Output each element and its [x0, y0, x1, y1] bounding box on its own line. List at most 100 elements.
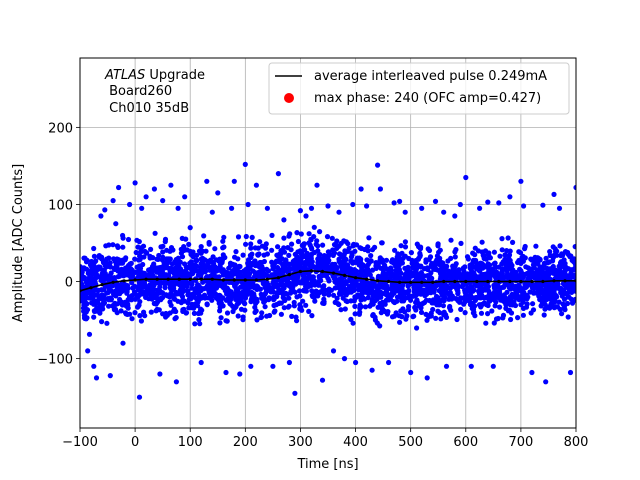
outlier-point	[204, 178, 210, 184]
sample-point	[414, 241, 420, 247]
sample-point	[392, 247, 398, 253]
annotation-upgrade: Upgrade	[145, 68, 205, 83]
sample-point	[477, 268, 483, 274]
sample-point	[421, 299, 428, 306]
sample-point	[380, 267, 387, 273]
sample-point	[174, 258, 181, 264]
sample-point	[491, 249, 497, 255]
sample-point	[186, 291, 192, 297]
average-pulse-point	[475, 279, 479, 284]
sample-point	[430, 287, 436, 293]
outlier-point	[408, 369, 414, 376]
sample-point	[506, 255, 512, 261]
sample-point	[257, 239, 263, 245]
sample-point	[301, 253, 307, 259]
sample-point	[554, 248, 560, 254]
average-pulse-point	[420, 280, 424, 284]
sample-point	[331, 242, 338, 248]
sample-point	[220, 238, 226, 244]
sample-point	[262, 285, 268, 291]
sample-point	[94, 292, 100, 298]
sample-point	[215, 265, 221, 271]
sample-point	[352, 303, 358, 309]
sample-point	[496, 264, 502, 270]
sample-point	[346, 284, 352, 290]
sample-point	[464, 254, 471, 260]
average-pulse-point	[100, 283, 104, 287]
sample-points	[85, 161, 576, 400]
average-pulse-point	[188, 277, 192, 281]
sample-point	[525, 265, 531, 271]
outlier-point	[419, 205, 425, 211]
sample-point	[217, 295, 224, 301]
sample-point	[187, 260, 193, 266]
sample-point	[328, 287, 334, 293]
sample-point	[139, 245, 145, 251]
sample-point	[194, 303, 201, 309]
sample-point	[547, 249, 553, 255]
outlier-point	[292, 390, 298, 396]
sample-point	[117, 289, 123, 295]
sample-point	[226, 265, 232, 271]
outlier-point	[432, 198, 439, 204]
sample-point	[431, 266, 437, 272]
sample-point	[569, 257, 575, 263]
outlier-point	[160, 198, 166, 204]
sample-point	[101, 293, 107, 299]
sample-point	[504, 289, 510, 295]
outlier-point	[551, 191, 557, 197]
sample-point	[340, 295, 346, 301]
plot-frame	[79, 57, 577, 429]
sample-point	[430, 306, 436, 313]
sample-point	[558, 290, 564, 296]
outlier-point	[231, 178, 237, 184]
sample-point	[489, 308, 495, 314]
outlier-point	[209, 209, 215, 215]
sample-point	[509, 239, 516, 245]
sample-point	[186, 241, 192, 247]
average-pulse-point	[199, 277, 203, 281]
sample-point	[539, 290, 545, 296]
sample-point	[458, 240, 464, 246]
sample-point	[104, 320, 110, 326]
sample-point	[446, 296, 452, 302]
sample-point	[433, 283, 439, 289]
sample-point	[281, 245, 287, 251]
sample-point	[152, 230, 158, 236]
sample-point	[396, 313, 402, 319]
sample-point	[510, 302, 516, 308]
outlier-point	[540, 202, 546, 208]
sample-point	[221, 244, 227, 250]
sample-point	[189, 280, 195, 286]
sample-point	[303, 288, 309, 294]
sample-point	[509, 282, 515, 288]
sample-point	[429, 298, 435, 304]
sample-point	[196, 297, 202, 303]
sample-point	[127, 261, 133, 267]
sample-point	[540, 276, 546, 282]
outlier-point	[314, 182, 320, 188]
sample-point	[173, 289, 179, 295]
sample-point	[470, 273, 476, 279]
outlier-point	[175, 205, 181, 211]
sample-point	[413, 307, 419, 313]
sample-point	[132, 296, 138, 302]
sample-point	[572, 296, 576, 302]
outlier-point	[182, 194, 188, 200]
sample-point	[91, 260, 97, 266]
x-tick-label: 800	[564, 435, 589, 450]
sample-point	[232, 254, 238, 260]
sample-point	[556, 285, 562, 291]
sample-point	[334, 295, 340, 301]
sample-point	[406, 288, 412, 294]
sample-point	[398, 243, 404, 249]
sample-point	[245, 280, 251, 286]
sample-point	[157, 264, 163, 271]
sample-point	[484, 272, 490, 278]
sample-point	[138, 283, 144, 289]
sample-point	[111, 275, 118, 281]
sample-point	[572, 244, 576, 250]
sample-point	[97, 305, 103, 312]
sample-point	[286, 295, 292, 301]
